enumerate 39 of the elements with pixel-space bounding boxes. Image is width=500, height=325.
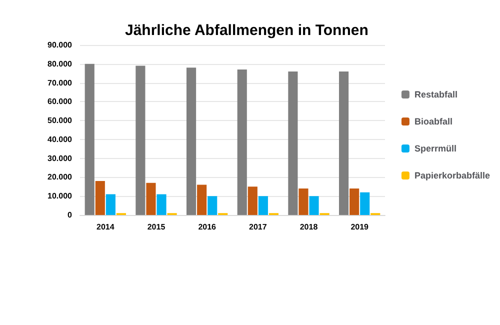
bar bbox=[136, 66, 146, 215]
bar bbox=[197, 184, 207, 215]
bar bbox=[350, 188, 360, 215]
y-tick-label: 90.000 bbox=[48, 40, 73, 50]
y-tick-label: 80.000 bbox=[48, 59, 73, 68]
y-tick-label: 10.000 bbox=[48, 192, 73, 201]
bar bbox=[258, 196, 268, 215]
bar bbox=[95, 181, 105, 215]
bar bbox=[338, 71, 349, 215]
chart-title: Jährliche Abfallmengen in Tonnen bbox=[125, 22, 368, 39]
bar bbox=[186, 68, 196, 215]
y-tick-label: 30.000 bbox=[48, 154, 73, 163]
x-tick-label: 2015 bbox=[147, 222, 166, 232]
bar bbox=[309, 196, 319, 215]
x-tick-label: 2018 bbox=[300, 222, 318, 232]
y-tick-label: 60.000 bbox=[48, 97, 73, 106]
x-tick-label: 2016 bbox=[198, 222, 217, 232]
bar bbox=[248, 186, 258, 215]
x-tick-label: 2017 bbox=[249, 222, 268, 232]
bar bbox=[208, 196, 218, 215]
bar bbox=[360, 192, 370, 215]
bar bbox=[288, 71, 298, 215]
legend-label: Restabfall bbox=[414, 90, 458, 100]
bar bbox=[237, 70, 247, 215]
bar bbox=[106, 194, 116, 215]
y-tick-label: 70.000 bbox=[48, 78, 73, 88]
bar bbox=[84, 64, 94, 215]
legend-label: Bioabfall bbox=[414, 116, 452, 126]
legend-label: Papierkorbabfälle bbox=[414, 170, 490, 180]
bar bbox=[156, 194, 166, 215]
x-tick-label: 2019 bbox=[350, 222, 370, 232]
bar bbox=[146, 182, 156, 215]
y-tick-label: 0 bbox=[68, 210, 73, 220]
legend-label: Sperrmüll bbox=[414, 144, 456, 154]
bar bbox=[298, 188, 308, 215]
y-tick-label: 20.000 bbox=[48, 172, 73, 182]
y-tick-label: 50.000 bbox=[48, 116, 73, 126]
y-tick-label: 40.000 bbox=[48, 134, 73, 144]
x-tick-label: 2014 bbox=[96, 222, 115, 232]
